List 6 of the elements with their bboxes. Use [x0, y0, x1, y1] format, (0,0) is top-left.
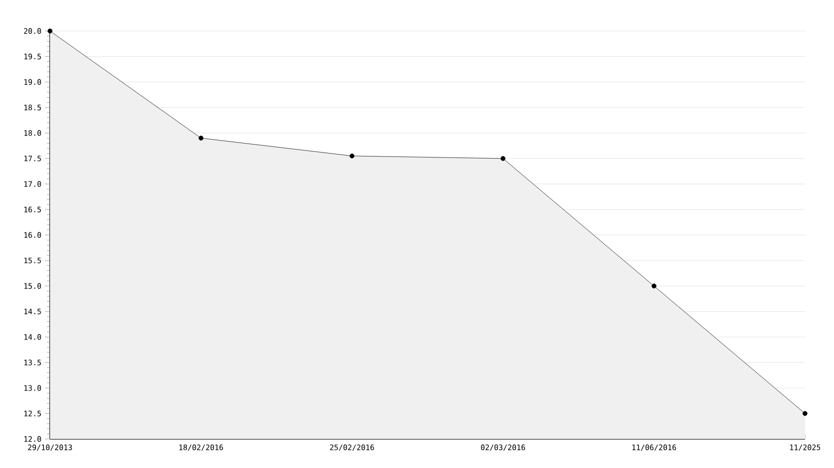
point — [198, 136, 204, 140]
point — [500, 156, 506, 161]
point — [350, 154, 354, 158]
point — [48, 28, 52, 34]
point — [802, 411, 808, 416]
point — [652, 284, 656, 288]
